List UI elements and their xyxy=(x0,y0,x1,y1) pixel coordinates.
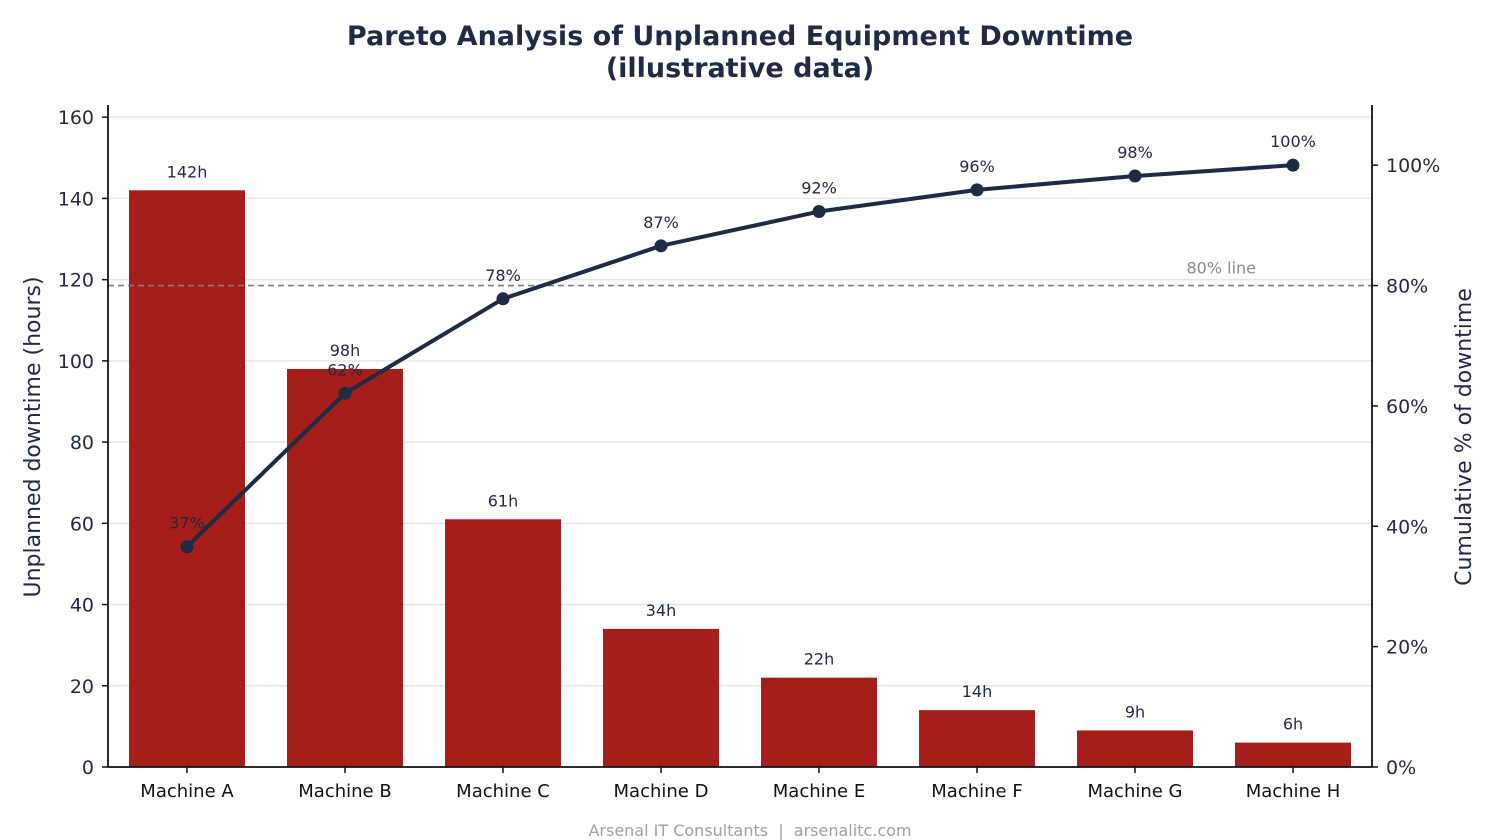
bar xyxy=(603,628,719,767)
bar-value-label: 6h xyxy=(1283,715,1303,734)
cumulative-label: 96% xyxy=(959,157,995,176)
bar-series xyxy=(129,190,1351,768)
chart-title-line-2: (illustrative data) xyxy=(606,53,874,84)
axes xyxy=(107,105,1373,768)
bar-value-labels: 142h 98h 61h 34h 22h 14h 9h 6h xyxy=(167,162,1304,733)
cumulative-point xyxy=(970,183,984,197)
cumulative-point xyxy=(496,292,510,306)
x-tick-label: Machine D xyxy=(614,781,709,802)
x-axis-ticks: Machine A Machine B Machine C Machine D Mach… xyxy=(140,767,1340,802)
right-axis-ticks: 0% 20% 40% 60% 80% 100% xyxy=(1372,155,1440,779)
y-tick-label: 100 xyxy=(58,351,94,373)
cumulative-label: 37% xyxy=(169,514,205,533)
bar-value-label: 9h xyxy=(1125,702,1145,721)
x-tick-label: Machine F xyxy=(931,781,1022,802)
cumulative-line-series: 37% 62% 78% 87% 92% 96% 98% 100% xyxy=(169,132,1316,554)
y2-tick-label: 20% xyxy=(1386,637,1428,659)
y-tick-label: 0 xyxy=(82,757,94,779)
x-tick-label: Machine A xyxy=(140,781,234,802)
cumulative-label: 98% xyxy=(1117,143,1153,162)
cumulative-point xyxy=(654,239,668,253)
y2-tick-label: 100% xyxy=(1386,155,1440,177)
y-tick-label: 60 xyxy=(70,513,94,535)
y-axis-label: Unplanned downtime (hours) xyxy=(21,276,46,597)
x-tick-label: Machine C xyxy=(456,781,550,802)
cumulative-point xyxy=(812,205,826,219)
bar-value-label: 98h xyxy=(330,341,361,360)
chart-title-line-1: Pareto Analysis of Unplanned Equipment D… xyxy=(347,21,1133,52)
bar-value-label: 34h xyxy=(646,601,677,620)
reference-line-label: 80% line xyxy=(1186,259,1256,278)
cumulative-point xyxy=(180,540,194,554)
y2-tick-label: 40% xyxy=(1386,516,1428,538)
x-tick-label: Machine B xyxy=(298,781,391,802)
y2-axis-label: Cumulative % of downtime xyxy=(1452,288,1477,586)
bar-value-label: 61h xyxy=(488,491,519,510)
left-axis-ticks: 0 20 40 60 80 100 120 140 160 xyxy=(58,107,108,779)
bar-value-label: 14h xyxy=(962,682,993,701)
y-tick-label: 80 xyxy=(70,432,94,454)
bar xyxy=(1077,730,1193,767)
y2-tick-label: 60% xyxy=(1386,396,1428,418)
cumulative-line xyxy=(185,163,1294,549)
bar xyxy=(761,677,877,767)
bar xyxy=(445,519,561,767)
cumulative-label: 62% xyxy=(327,360,363,379)
cumulative-label: 92% xyxy=(801,179,837,198)
cumulative-point xyxy=(1286,158,1300,172)
y2-tick-label: 80% xyxy=(1386,276,1428,298)
y-tick-label: 140 xyxy=(58,188,94,210)
x-tick-label: Machine G xyxy=(1087,781,1182,802)
cumulative-label: 87% xyxy=(643,213,679,232)
bar xyxy=(919,710,1035,767)
reference-line-group: 80% line xyxy=(108,259,1372,287)
bar-value-label: 22h xyxy=(804,650,835,669)
bar xyxy=(129,190,245,768)
y-tick-label: 120 xyxy=(58,270,94,292)
footer-credit: Arsenal IT Consultants | arsenalitc.com xyxy=(588,821,911,840)
cumulative-label: 100% xyxy=(1270,132,1316,151)
y-tick-label: 20 xyxy=(70,676,94,698)
bar xyxy=(287,368,403,767)
x-tick-label: Machine H xyxy=(1246,781,1341,802)
x-tick-label: Machine E xyxy=(773,781,865,802)
cumulative-point xyxy=(1128,169,1142,183)
y-tick-label: 40 xyxy=(70,595,94,617)
cumulative-label: 78% xyxy=(485,266,521,285)
bar-value-label: 142h xyxy=(167,162,208,181)
y2-tick-label: 0% xyxy=(1386,757,1416,779)
cumulative-point xyxy=(338,386,352,400)
y-tick-label: 160 xyxy=(58,107,94,129)
bar xyxy=(1235,742,1351,767)
